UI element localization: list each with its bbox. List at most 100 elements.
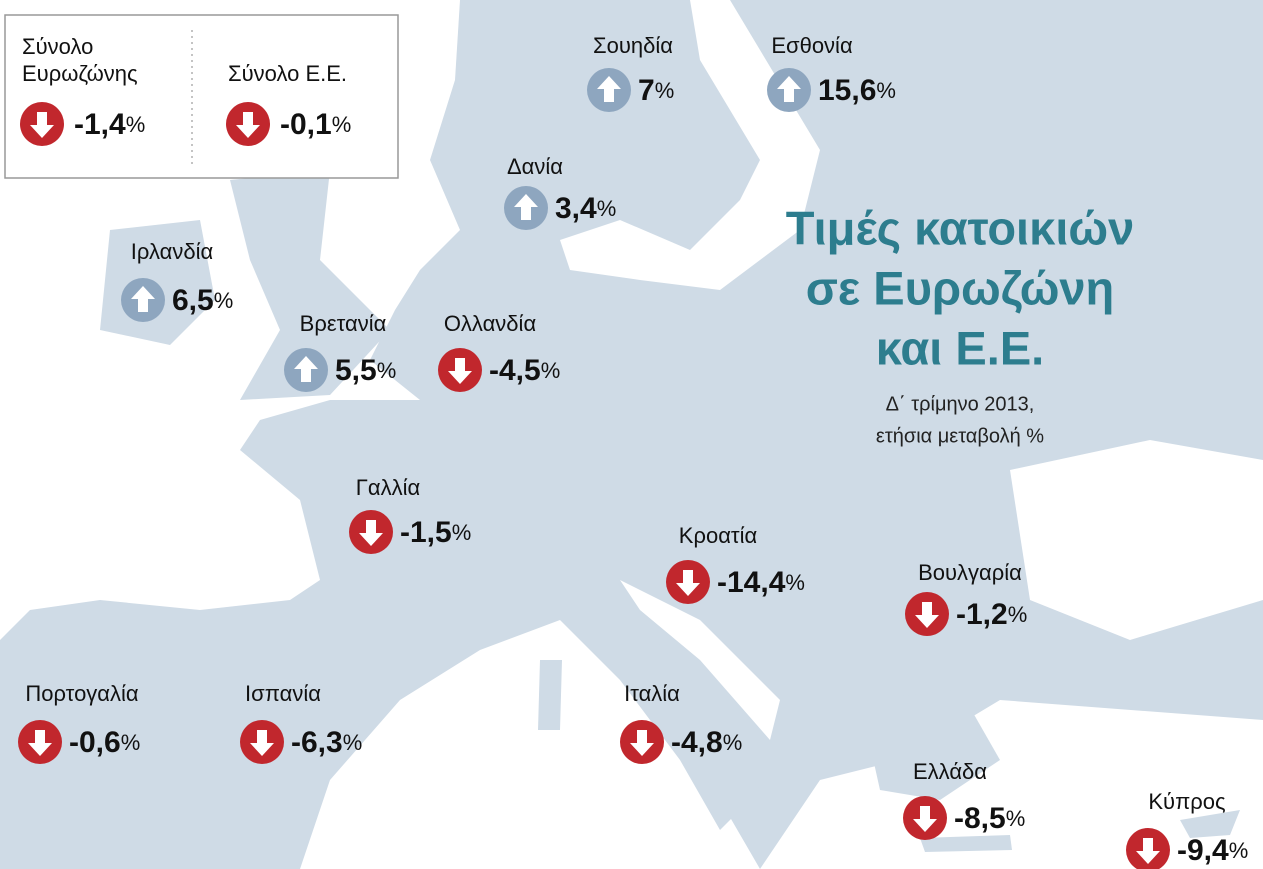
country-name: Κροατία (679, 523, 758, 548)
value-label: -6,3% (291, 726, 362, 759)
title-line: και Ε.Ε. (876, 321, 1044, 374)
summary-name: Σύνολο (22, 34, 93, 59)
country-name: Γαλλία (356, 475, 421, 500)
title: Τιμές κατοικιών σε Ευρωζώνη και Ε.Ε. Δ΄ τρί… (786, 201, 1134, 447)
arrow-head (30, 125, 54, 138)
arrow-stem (784, 89, 794, 102)
unit: % (723, 730, 743, 755)
value-label: -4,5% (489, 354, 560, 387)
value-label: 6,5% (172, 284, 233, 317)
value: -0,6 (69, 726, 121, 759)
value: 3,4 (555, 192, 597, 225)
value-label: -1,4% (74, 108, 145, 141)
unit: % (597, 196, 617, 221)
unit: % (1229, 838, 1249, 863)
value-label: -9,4% (1177, 834, 1248, 867)
arrow-stem (243, 112, 253, 125)
value: -14,4 (717, 566, 786, 599)
value-label: -4,8% (671, 726, 742, 759)
subtitle-line: Δ΄ τρίμηνο 2013, (886, 393, 1035, 415)
arrow-down-icon (18, 720, 62, 764)
country-name: Εσθονία (771, 33, 853, 58)
labels: Σουηδία 7% Εσθονία 15,6% Δανία 3,4% Ιρλανδία 6,… (18, 33, 1248, 869)
arrow-head (1136, 851, 1160, 864)
unit: % (785, 570, 805, 595)
arrow-stem (922, 602, 932, 615)
arrow-up-icon (504, 186, 548, 230)
summary-name: Σύνολο Ε.Ε. (228, 61, 347, 86)
arrow-down-icon (666, 560, 710, 604)
italy (560, 600, 760, 830)
country-name: Ιρλανδία (131, 239, 214, 264)
country-name: Βρετανία (300, 311, 387, 336)
arrow-head (777, 76, 801, 89)
mediterranean (300, 620, 760, 869)
sardinia (538, 660, 562, 730)
value: -1,5 (400, 516, 452, 549)
black-sea (1010, 440, 1263, 640)
country-name: Ελλάδα (913, 759, 987, 784)
value: 5,5 (335, 354, 377, 387)
arrow-head (913, 819, 937, 832)
arrow-stem (138, 299, 148, 312)
arrow-stem (637, 730, 647, 743)
arrow-head (676, 583, 700, 596)
arrow-down-icon (903, 796, 947, 840)
baltic (560, 0, 820, 290)
unit: % (332, 112, 352, 137)
unit: % (1006, 806, 1026, 831)
value: -8,5 (954, 802, 1006, 835)
arrow-stem (366, 520, 376, 533)
unit: % (343, 730, 363, 755)
title-line: σε Ευρωζώνη (806, 261, 1115, 314)
arrow-stem (521, 207, 531, 220)
unit: % (876, 78, 896, 103)
arrow-stem (604, 89, 614, 102)
value: -1,2 (956, 598, 1008, 631)
arrow-down-icon (20, 102, 64, 146)
value-label: 3,4% (555, 192, 616, 225)
country-name: Σουηδία (593, 33, 673, 58)
arrow-stem (35, 730, 45, 743)
unit: % (121, 730, 141, 755)
value-label: -8,5% (954, 802, 1025, 835)
country-name: Ισπανία (245, 681, 321, 706)
value-label: 5,5% (335, 354, 396, 387)
arrow-head (630, 743, 654, 756)
arrow-head (915, 615, 939, 628)
value-label: -0,1% (280, 108, 351, 141)
arrow-stem (920, 806, 930, 819)
country-name: Πορτογαλία (25, 681, 139, 706)
value-label: -1,2% (956, 598, 1027, 631)
arrow-stem (1143, 838, 1153, 851)
arrow-down-icon (905, 592, 949, 636)
arrow-head (28, 743, 52, 756)
greece (860, 690, 1000, 800)
unit: % (452, 520, 472, 545)
summary-name: Ευρωζώνης (22, 61, 138, 86)
east-med (760, 700, 1263, 869)
arrow-down-icon (349, 510, 393, 554)
arrow-head (448, 371, 472, 384)
arrow-down-icon (1126, 828, 1170, 869)
value: -9,4 (1177, 834, 1229, 867)
value-label: 15,6% (818, 74, 896, 107)
country-name: Δανία (507, 154, 563, 179)
arrow-stem (257, 730, 267, 743)
arrow-head (294, 356, 318, 369)
adriatic (620, 580, 780, 740)
value-label: 7% (638, 74, 674, 107)
arrow-stem (37, 112, 47, 125)
cyprus (1180, 810, 1240, 838)
unit: % (655, 78, 675, 103)
arrow-head (236, 125, 260, 138)
unit: % (1008, 602, 1028, 627)
country-name: Ιταλία (624, 681, 680, 706)
arrow-down-icon (438, 348, 482, 392)
arrow-down-icon (620, 720, 664, 764)
summary-box (4, 14, 399, 179)
arrow-down-icon (226, 102, 270, 146)
arrow-stem (455, 358, 465, 371)
arrow-up-icon (767, 68, 811, 112)
